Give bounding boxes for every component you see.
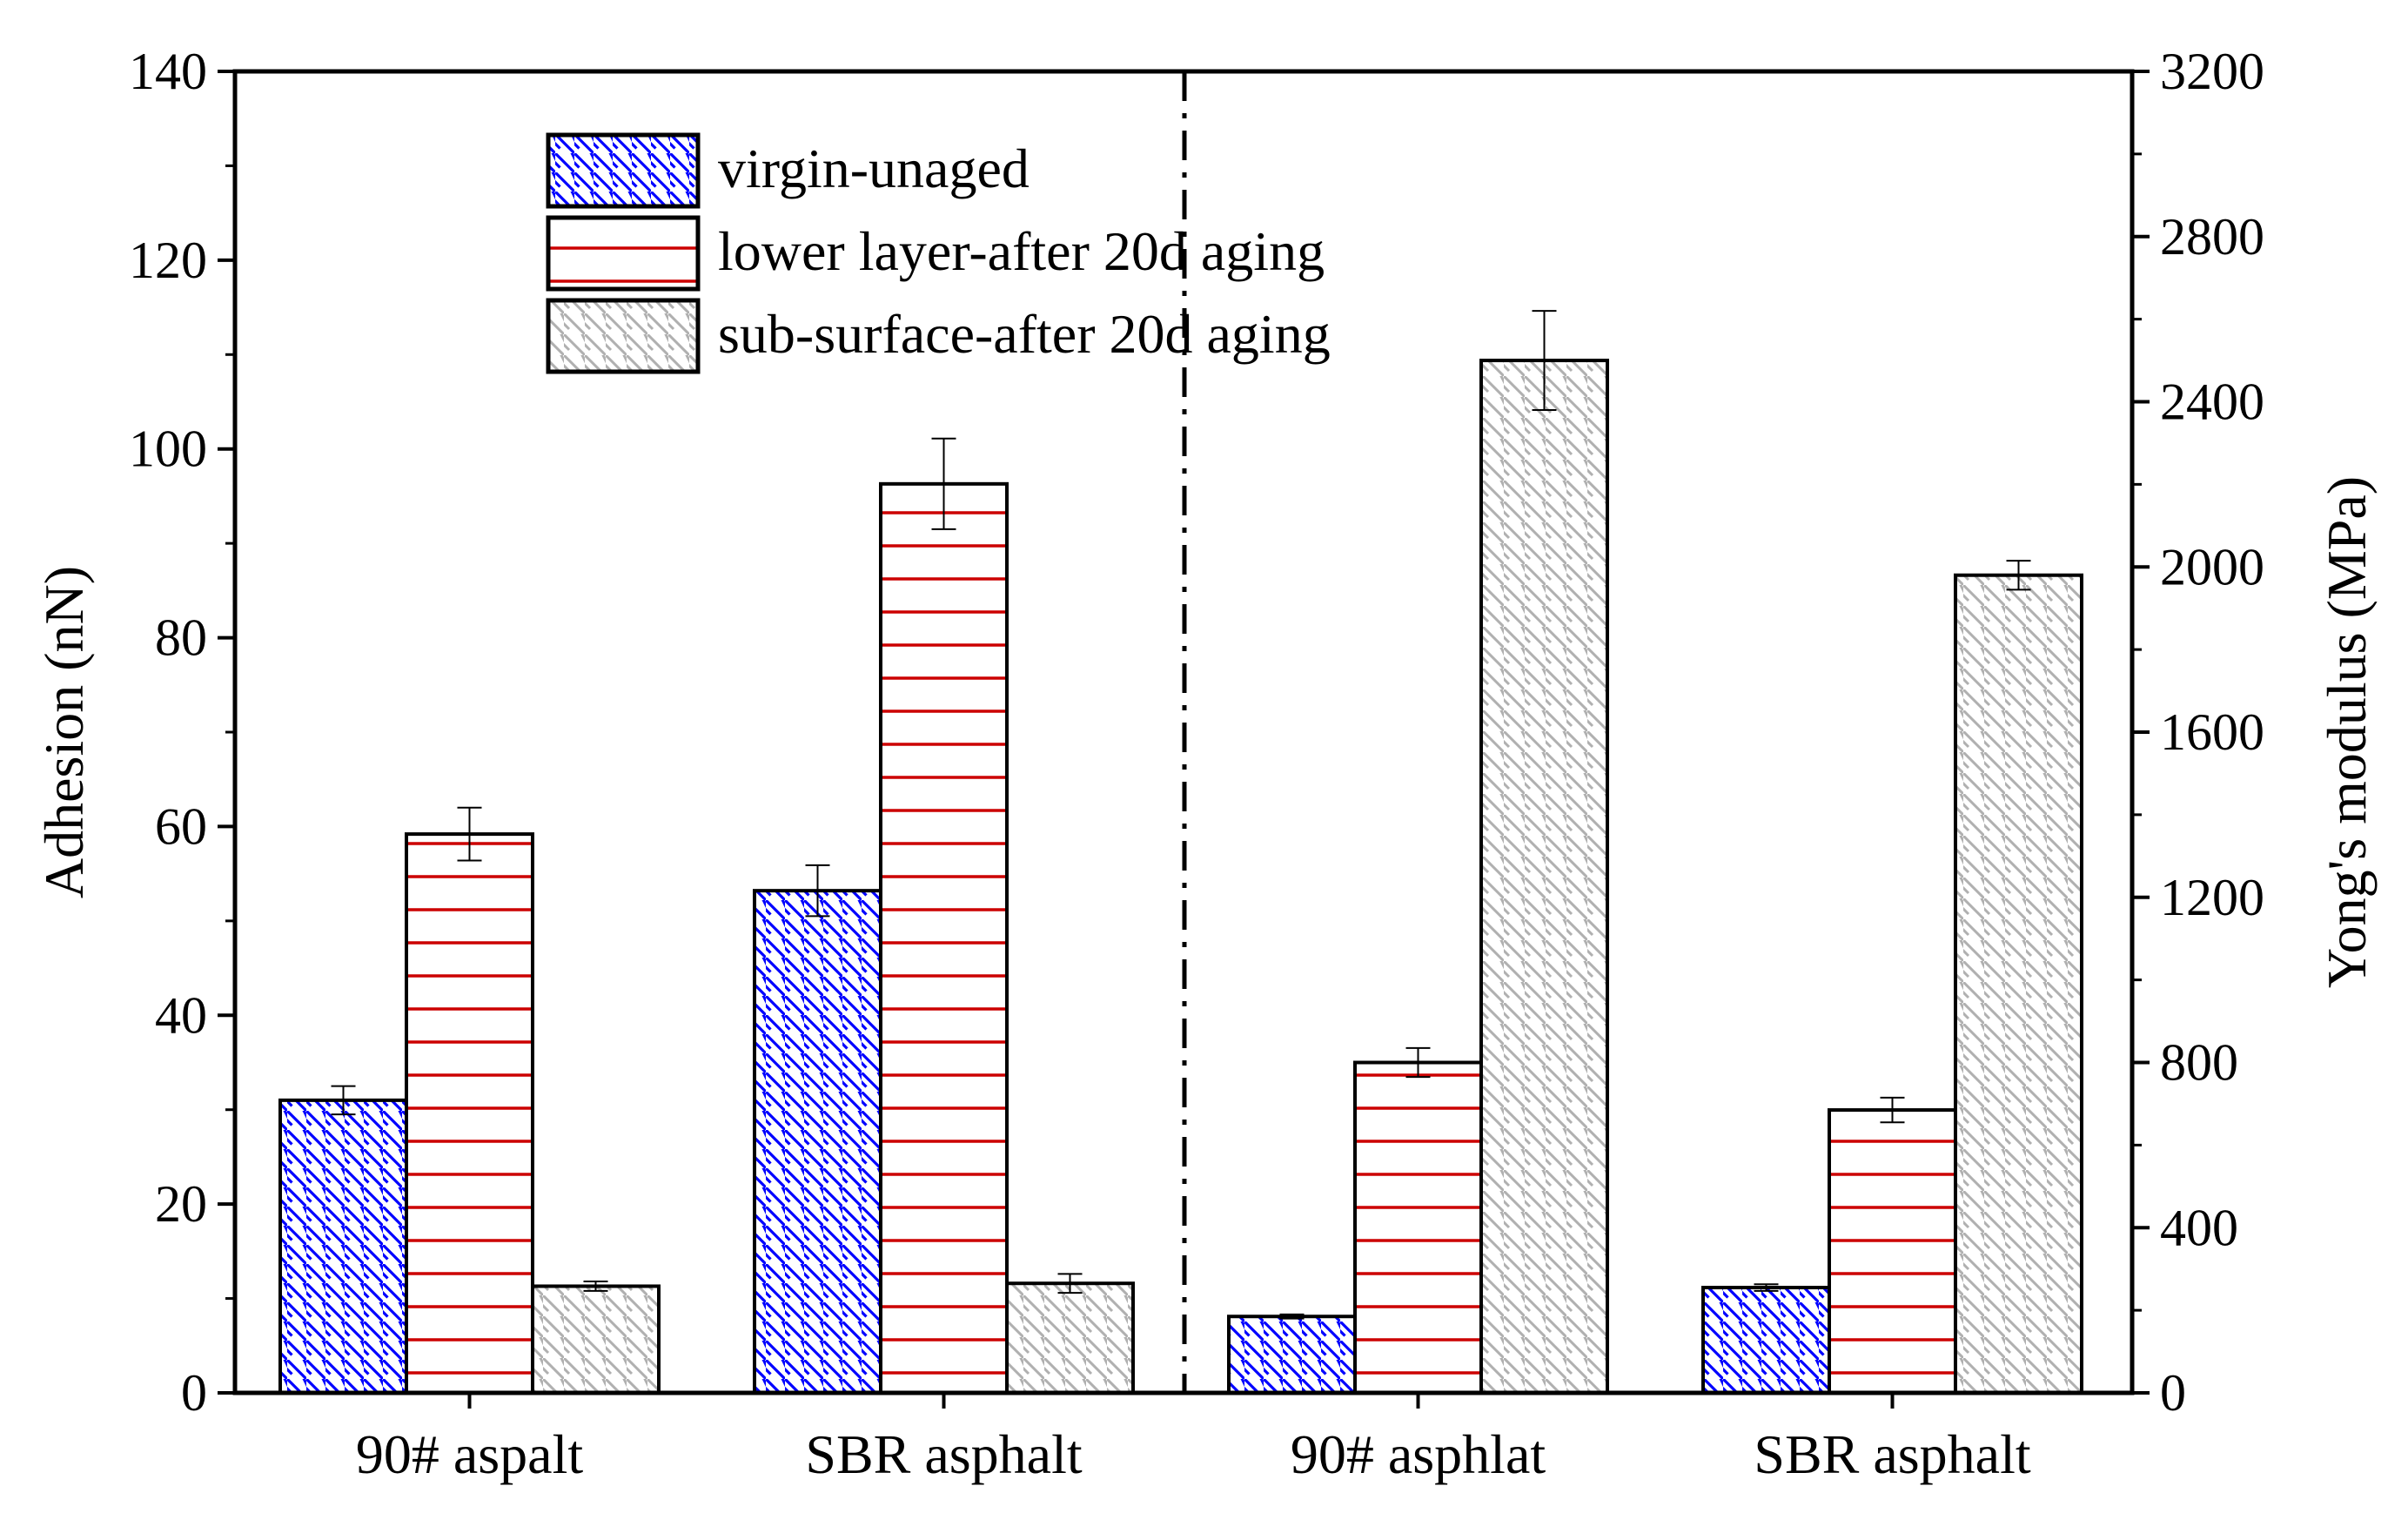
right-tick-label: 2400 bbox=[2160, 373, 2264, 431]
error-bar bbox=[583, 1281, 608, 1292]
error-bar bbox=[1405, 1046, 1431, 1079]
error-bar bbox=[1532, 310, 1557, 411]
bar bbox=[278, 1098, 408, 1395]
left-tick-label: 60 bbox=[155, 797, 207, 855]
left-axis-label: Adhesion (nN) bbox=[33, 566, 95, 898]
x-category-label: 90# asphlat bbox=[1291, 1423, 1546, 1485]
legend-item: sub-surface-after 20d aging bbox=[546, 298, 1331, 374]
legend-label: virgin-unaged bbox=[718, 138, 1030, 199]
legend-item: lower layer-after 20d aging bbox=[546, 215, 1325, 292]
bar bbox=[1005, 1281, 1135, 1395]
legend-label: lower layer-after 20d aging bbox=[718, 220, 1325, 282]
error-bar bbox=[331, 1085, 356, 1116]
x-category-label: SBR asphalt bbox=[1754, 1423, 2030, 1485]
left-tick-label: 120 bbox=[129, 232, 207, 289]
right-tick-label: 2800 bbox=[2160, 208, 2264, 266]
right-tick-label: 2000 bbox=[2160, 538, 2264, 595]
error-bar bbox=[1880, 1096, 1905, 1124]
right-tick-label: 3200 bbox=[2160, 43, 2264, 100]
legend-swatch bbox=[546, 132, 701, 209]
x-axis-labels: 90# aspalt SBR asphalt 90# asphlat SBR asph… bbox=[356, 1393, 2031, 1485]
left-tick-label: 100 bbox=[129, 420, 207, 478]
bars-layer bbox=[278, 359, 2083, 1395]
x-category-label: 90# aspalt bbox=[356, 1423, 584, 1485]
left-tick-label: 40 bbox=[155, 986, 207, 1044]
right-tick-label: 400 bbox=[2160, 1199, 2238, 1256]
legend-item: virgin-unaged bbox=[546, 132, 1030, 209]
legend-swatch bbox=[546, 215, 701, 292]
bar bbox=[879, 481, 1009, 1395]
bar bbox=[1479, 359, 1609, 1395]
bar bbox=[531, 1284, 661, 1395]
right-axis-label: Yong's modulus (MPa) bbox=[2316, 476, 2378, 988]
left-tick-label: 140 bbox=[129, 43, 207, 100]
legend: virgin-unaged lower layer-after 20d aging… bbox=[546, 132, 1331, 374]
right-tick-label: 0 bbox=[2160, 1364, 2186, 1422]
right-axis-ticks: 0 400 800 1200 1600 2000 2400 2800 3200 bbox=[2132, 43, 2264, 1422]
error-bar bbox=[805, 864, 830, 918]
error-bars-layer bbox=[331, 310, 2031, 1320]
bar bbox=[1353, 1060, 1483, 1395]
error-bar bbox=[1057, 1273, 1083, 1294]
left-tick-label: 0 bbox=[181, 1364, 207, 1422]
bar bbox=[1954, 573, 2083, 1395]
bar bbox=[1227, 1315, 1357, 1395]
bar bbox=[1701, 1286, 1831, 1395]
x-category-label: SBR asphalt bbox=[805, 1423, 1082, 1485]
bar bbox=[753, 889, 882, 1395]
legend-swatch bbox=[546, 298, 701, 374]
bar bbox=[405, 832, 534, 1395]
left-tick-label: 20 bbox=[155, 1175, 207, 1233]
right-tick-label: 800 bbox=[2160, 1034, 2238, 1092]
bar bbox=[1828, 1108, 1957, 1395]
left-axis-ticks: 0 20 40 60 80 100 120 140 bbox=[129, 43, 235, 1422]
error-bar bbox=[1279, 1313, 1305, 1320]
legend-label: sub-surface-after 20d aging bbox=[718, 303, 1331, 365]
error-bar bbox=[2006, 560, 2031, 591]
error-bar bbox=[1754, 1283, 1779, 1292]
error-bar bbox=[457, 806, 482, 862]
error-bar bbox=[931, 437, 956, 530]
right-tick-label: 1200 bbox=[2160, 869, 2264, 926]
left-tick-label: 80 bbox=[155, 609, 207, 667]
right-tick-label: 1600 bbox=[2160, 703, 2264, 761]
